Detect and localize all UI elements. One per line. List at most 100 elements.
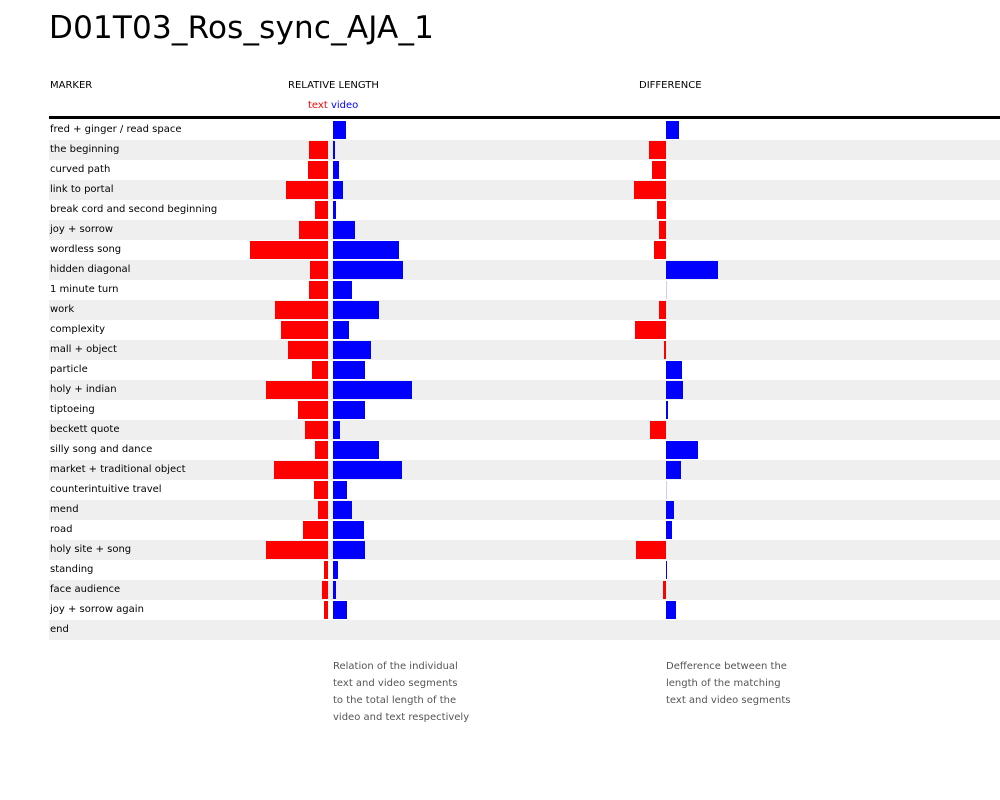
video-length-bar: [333, 301, 379, 319]
text-length-bar: [266, 541, 328, 559]
difference-bar: [666, 281, 667, 299]
text-length-bar: [298, 401, 328, 419]
difference-note-line: text and video segments: [666, 695, 791, 706]
marker-label: joy + sorrow: [50, 224, 114, 235]
text-length-bar: [312, 361, 328, 379]
relative-note-line: Relation of the individual: [333, 661, 458, 672]
video-length-bar: [333, 501, 352, 519]
video-length-bar: [333, 461, 402, 479]
marker-label: link to portal: [50, 184, 114, 195]
marker-label: the beginning: [50, 144, 120, 155]
video-length-bar: [333, 261, 403, 279]
marker-label: counterintuitive travel: [50, 484, 162, 495]
difference-bar: [654, 241, 666, 259]
marker-label: work: [50, 304, 75, 315]
text-length-bar: [309, 141, 328, 159]
text-length-bar: [314, 481, 328, 499]
text-length-bar: [250, 241, 328, 259]
marker-label: end: [50, 624, 69, 635]
video-length-bar: [333, 561, 338, 579]
difference-bar: [659, 221, 666, 239]
difference-bar: [666, 601, 676, 619]
table-row: wordless song: [49, 240, 1000, 260]
video-length-bar: [333, 541, 365, 559]
difference-bar: [666, 361, 682, 379]
video-length-bar: [333, 401, 365, 419]
text-length-bar: [266, 381, 328, 399]
table-row: mend: [49, 500, 1000, 520]
text-length-bar: [318, 501, 328, 519]
page-title: D01T03_Ros_sync_AJA_1: [49, 10, 435, 46]
relative-note-line: to the total length of the: [333, 695, 457, 706]
video-length-bar: [333, 601, 347, 619]
difference-note-line: length of the matching: [666, 678, 781, 689]
table-row: break cord and second beginning: [49, 200, 1000, 220]
text-length-bar: [324, 601, 328, 619]
video-length-bar: [333, 201, 336, 219]
difference-bar: [635, 321, 666, 339]
table-row: the beginning: [49, 140, 1000, 160]
video-length-bar: [333, 121, 346, 139]
text-length-bar: [281, 321, 328, 339]
legend-text: text: [308, 100, 328, 111]
video-length-bar: [333, 381, 412, 399]
table-row: end: [49, 620, 1000, 640]
table-row: beckett quote: [49, 420, 1000, 440]
difference-bar: [664, 341, 666, 359]
video-length-bar: [333, 141, 335, 159]
table-row: mall + object: [49, 340, 1000, 360]
marker-label: road: [50, 524, 73, 535]
marker-label: fred + ginger / read space: [50, 124, 182, 135]
video-length-bar: [333, 421, 340, 439]
marker-label: standing: [50, 564, 94, 575]
marker-label: wordless song: [50, 244, 122, 255]
difference-bar: [666, 381, 683, 399]
marker-label: 1 minute turn: [50, 284, 119, 295]
difference-bar: [666, 561, 667, 579]
relative-length-header: RELATIVE LENGTH: [288, 80, 379, 91]
table-row: face audience: [49, 580, 1000, 600]
table-row: hidden diagonal: [49, 260, 1000, 280]
difference-bar: [650, 421, 666, 439]
relative-note-line: text and video segments: [333, 678, 458, 689]
table-row: link to portal: [49, 180, 1000, 200]
marker-label: complexity: [50, 324, 105, 335]
difference-bar: [663, 581, 666, 599]
difference-bar: [634, 181, 666, 199]
video-length-bar: [333, 581, 336, 599]
text-length-bar: [286, 181, 328, 199]
table-row: tiptoeing: [49, 400, 1000, 420]
text-length-bar: [288, 341, 328, 359]
table-row: complexity: [49, 320, 1000, 340]
difference-bar: [657, 201, 666, 219]
video-length-bar: [333, 481, 347, 499]
table-row: joy + sorrow: [49, 220, 1000, 240]
difference-bar: [666, 261, 718, 279]
table-row: market + traditional object: [49, 460, 1000, 480]
difference-note: Defference between the length of the mat…: [666, 658, 790, 709]
table-row: silly song and dance: [49, 440, 1000, 460]
legend: text video: [308, 100, 358, 111]
marker-label: market + traditional object: [50, 464, 186, 475]
difference-bar: [666, 461, 681, 479]
text-length-bar: [315, 441, 328, 459]
video-length-bar: [333, 181, 343, 199]
table-row: standing: [49, 560, 1000, 580]
table-row: particle: [49, 360, 1000, 380]
marker-label: break cord and second beginning: [50, 204, 218, 215]
video-length-bar: [333, 321, 349, 339]
header-rule: [49, 116, 1000, 119]
video-length-bar: [333, 161, 339, 179]
table-row: work: [49, 300, 1000, 320]
video-length-bar: [333, 361, 365, 379]
difference-bar: [666, 441, 698, 459]
text-length-bar: [299, 221, 328, 239]
difference-bar: [666, 521, 672, 539]
marker-label: holy + indian: [50, 384, 117, 395]
video-length-bar: [333, 281, 352, 299]
marker-label: particle: [50, 364, 88, 375]
difference-bar: [666, 121, 679, 139]
marker-label: face audience: [50, 584, 121, 595]
video-length-bar: [333, 341, 371, 359]
